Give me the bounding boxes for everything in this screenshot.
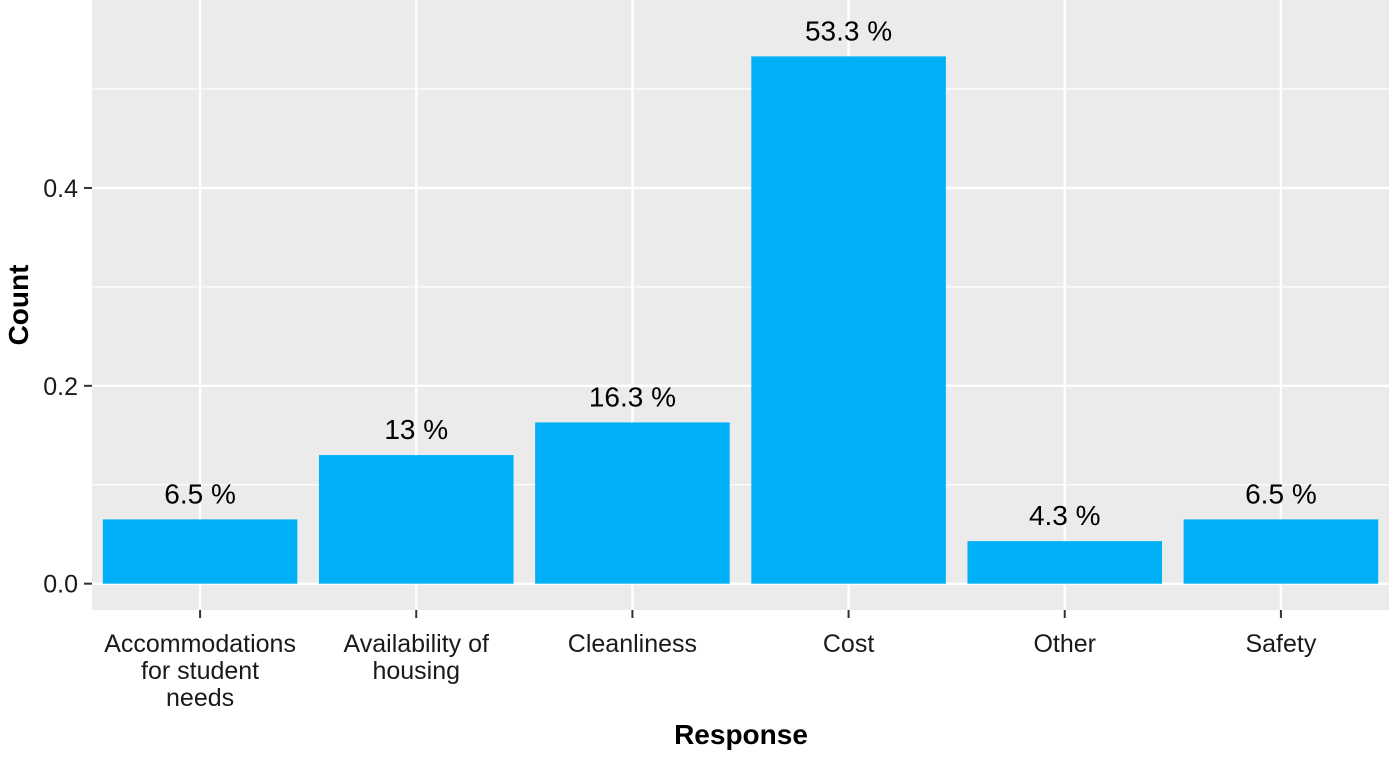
y-tick-label: 0.0 (43, 571, 78, 599)
data-label-0: 6.5 % (164, 478, 236, 509)
plot-panel (92, 0, 1389, 610)
x-axis-title: Response (674, 719, 808, 750)
data-label-3: 53.3 % (805, 15, 892, 46)
data-label-2: 16.3 % (589, 381, 676, 412)
x-tick-label: Other (1033, 630, 1096, 658)
x-tick-label: Accommodations for student needs (104, 630, 296, 712)
y-tick-label: 0.2 (43, 373, 78, 401)
bar-4 (967, 541, 1163, 584)
bar-3 (751, 56, 946, 584)
x-tick-label: Safety (1245, 630, 1316, 658)
x-tick-label: Cost (823, 630, 874, 658)
axes: 0.0 0.2 0.4 Accommodations for student needs A… (43, 175, 1317, 712)
x-tick-label: Cleanliness (568, 630, 697, 658)
y-tick-label: 0.4 (43, 175, 78, 203)
data-label-4: 4.3 % (1029, 500, 1101, 531)
data-label-1: 13 % (384, 414, 448, 445)
bars (102, 56, 1379, 584)
bar-5 (1183, 519, 1379, 584)
y-axis-title: Count (3, 265, 34, 346)
bar-2 (535, 422, 730, 584)
x-tick-label: Availability of housing (344, 630, 490, 685)
bar-0 (102, 519, 298, 584)
data-labels: 6.5 % 13 % 16.3 % 53.3 % 4.3 % 6.5 % (164, 15, 1316, 531)
data-label-5: 6.5 % (1245, 478, 1317, 509)
bar-1 (318, 455, 514, 584)
